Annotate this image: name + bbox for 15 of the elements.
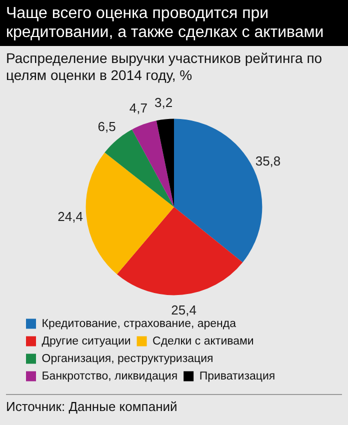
- legend-label: Другие ситуации: [42, 335, 131, 348]
- data-label: 6,5: [98, 118, 116, 134]
- chart-subtitle: Распределение выручки участников рейтинга по целям оценки в 2014 году, %: [5, 49, 324, 84]
- data-label: 25,4: [171, 302, 196, 318]
- text: Источник: Данные компаний: [6, 399, 178, 414]
- data-label: 4,7: [129, 100, 148, 116]
- legend-label: Кредитование, страхование, аренда: [42, 318, 237, 330]
- legend-label: Приватизация: [199, 370, 276, 382]
- chart-title: Чаще всего оценка проводится при кредитовании, а также сделках с активами: [0, 0, 348, 46]
- legend-label: Сделки с активами: [152, 335, 254, 348]
- legend-label: Банкротство, ликвидация: [42, 370, 178, 382]
- legend-label: Организация, реструктуризация: [42, 352, 214, 365]
- data-label: 3,2: [154, 94, 173, 110]
- data-label: 35,8: [255, 154, 281, 169]
- data-label: 24,4: [58, 209, 83, 224]
